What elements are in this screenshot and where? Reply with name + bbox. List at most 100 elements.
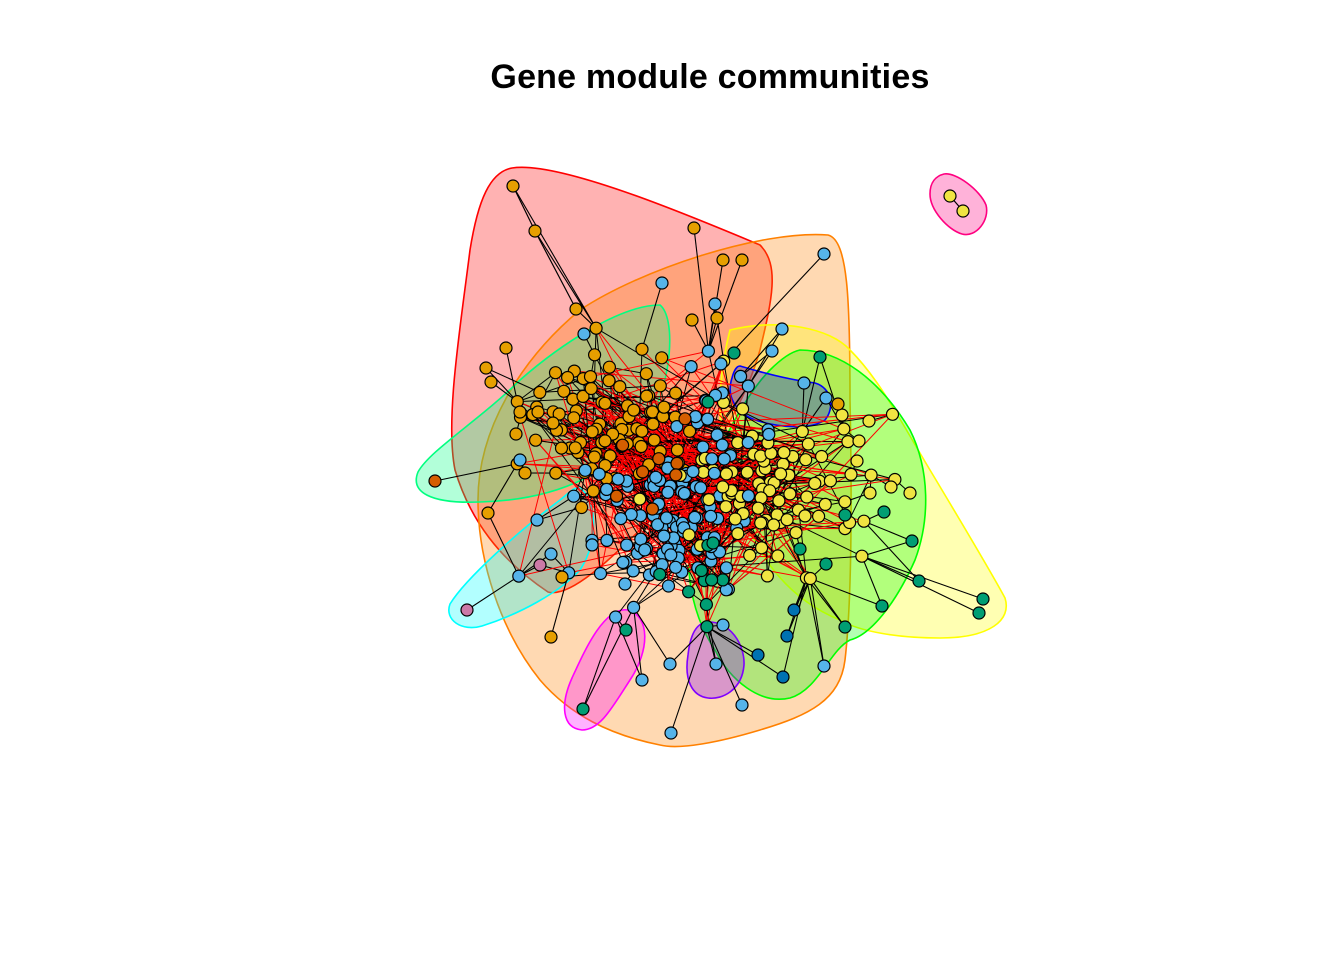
graph-node xyxy=(688,510,702,525)
graph-node xyxy=(716,573,730,587)
graph-node xyxy=(684,360,698,374)
graph-node xyxy=(743,548,757,563)
graph-node xyxy=(652,452,666,466)
graph-node xyxy=(659,511,674,525)
graph-node xyxy=(599,482,614,496)
graph-node xyxy=(645,502,660,516)
graph-node xyxy=(704,573,719,587)
graph-node xyxy=(783,487,797,501)
graph-node xyxy=(549,466,563,480)
graph-node xyxy=(719,500,733,514)
graph-edge xyxy=(669,626,708,665)
graph-node xyxy=(780,629,794,643)
graph-edge xyxy=(660,385,849,443)
graph-node xyxy=(716,253,730,267)
graph-node xyxy=(484,375,498,389)
graph-node xyxy=(709,657,723,671)
graph-node xyxy=(699,597,714,612)
graph-node xyxy=(577,327,591,341)
graph-node xyxy=(670,456,684,470)
graph-node xyxy=(428,474,442,488)
graph-node xyxy=(634,439,648,454)
graph-node xyxy=(852,434,866,448)
graph-node xyxy=(787,603,801,617)
graph-edge xyxy=(582,616,617,710)
graph-node xyxy=(585,425,599,439)
graph-node xyxy=(708,297,722,311)
graph-node xyxy=(584,381,598,396)
graph-node xyxy=(620,538,634,552)
graph-node xyxy=(741,435,755,450)
graph-node xyxy=(567,489,581,503)
graph-edge xyxy=(534,230,577,310)
graph-node xyxy=(653,379,667,393)
graph-node xyxy=(646,417,660,431)
graph-node xyxy=(668,560,683,574)
graph-edge xyxy=(512,185,536,232)
graph-node xyxy=(567,411,581,425)
graph-edge xyxy=(801,356,821,432)
graph-node xyxy=(460,603,474,617)
graph-node xyxy=(976,592,990,606)
graph-node xyxy=(602,360,617,374)
graph-node xyxy=(653,567,667,582)
graph-edge xyxy=(863,520,920,582)
graph-node xyxy=(762,427,776,441)
graph-node xyxy=(655,276,669,290)
graph-node xyxy=(943,189,957,203)
graph-node xyxy=(576,702,590,716)
graph-node xyxy=(813,350,827,364)
graph-node xyxy=(635,342,649,356)
graph-node xyxy=(793,542,807,556)
graph-node xyxy=(619,623,633,637)
graph-edge xyxy=(707,303,716,352)
graph-edge xyxy=(485,367,541,393)
graph-node xyxy=(855,549,869,563)
graph-node xyxy=(727,346,741,360)
graph-node xyxy=(609,489,624,503)
graph-node xyxy=(766,518,781,532)
graph-node xyxy=(600,533,614,548)
graph-node xyxy=(912,574,926,588)
graph-edge xyxy=(592,490,672,556)
graph-node xyxy=(814,449,829,464)
graph-node xyxy=(618,577,632,591)
graph-node xyxy=(716,618,730,632)
graph-node xyxy=(686,464,700,479)
graph-edge xyxy=(487,512,520,577)
graph-node xyxy=(668,386,683,400)
graph-node xyxy=(704,509,718,523)
graph-node xyxy=(797,376,811,390)
graph-edge xyxy=(805,577,825,667)
graph-node xyxy=(598,396,612,410)
graph-node xyxy=(789,525,803,540)
graph-node xyxy=(838,495,852,509)
graph-node xyxy=(819,557,833,571)
graph-edge xyxy=(706,626,759,656)
graph-edge xyxy=(520,417,570,573)
graph-node xyxy=(669,468,683,482)
graph-edge xyxy=(512,185,597,329)
graph-node xyxy=(585,538,599,552)
graph-node xyxy=(663,657,677,671)
graph-node xyxy=(775,322,789,336)
graph-edge xyxy=(505,347,518,402)
graph-node xyxy=(592,467,606,481)
graph-node xyxy=(682,424,697,438)
graph-node xyxy=(513,453,527,467)
graph-node xyxy=(574,500,589,515)
graph-node xyxy=(799,453,813,467)
graph-node xyxy=(877,505,891,519)
graph-edge xyxy=(801,397,827,432)
graph-node xyxy=(735,698,749,712)
graph-node xyxy=(687,221,701,235)
graph-edge xyxy=(648,395,822,457)
graph-node xyxy=(647,433,661,447)
graph-node xyxy=(760,569,775,583)
graph-node xyxy=(831,397,845,411)
graph-node xyxy=(688,410,703,424)
graph-edge xyxy=(810,577,883,607)
graph-node xyxy=(554,441,569,455)
graph-node xyxy=(681,585,696,599)
